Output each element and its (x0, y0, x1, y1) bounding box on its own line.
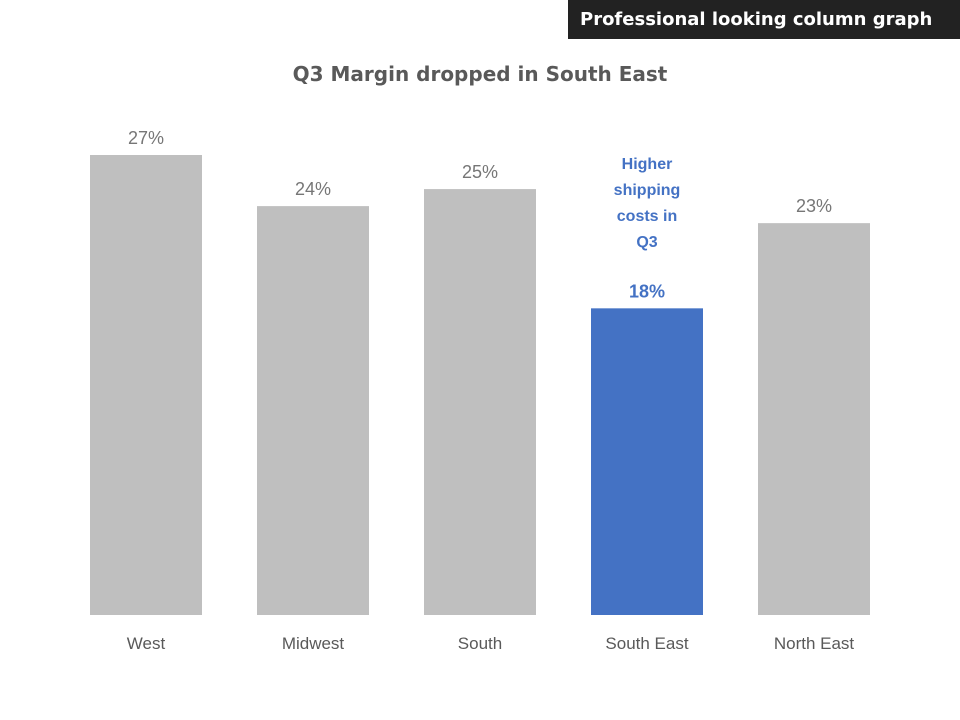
x-tick-label: South (458, 634, 502, 653)
x-tick-label: North East (774, 634, 855, 653)
bar-south-east (591, 308, 703, 615)
bar-midwest (257, 206, 369, 615)
slide-banner: Professional looking column graph (568, 0, 960, 39)
data-label: 25% (462, 162, 498, 182)
chart-title: Q3 Margin dropped in South East (292, 62, 668, 86)
x-tick-label: South East (605, 634, 688, 653)
x-tick-label: Midwest (282, 634, 345, 653)
annotation-line: shipping (614, 182, 681, 199)
data-label: 23% (796, 196, 832, 216)
data-label: 24% (295, 179, 331, 199)
bar-south (424, 189, 536, 615)
annotation-line: Q3 (636, 234, 657, 251)
data-label: 27% (128, 128, 164, 148)
bar-west (90, 155, 202, 615)
x-tick-label: West (127, 634, 166, 653)
data-label: 18% (629, 281, 665, 301)
annotation-line: costs in (617, 208, 677, 225)
bar-north-east (758, 223, 870, 616)
annotation-line: Higher (622, 156, 673, 173)
